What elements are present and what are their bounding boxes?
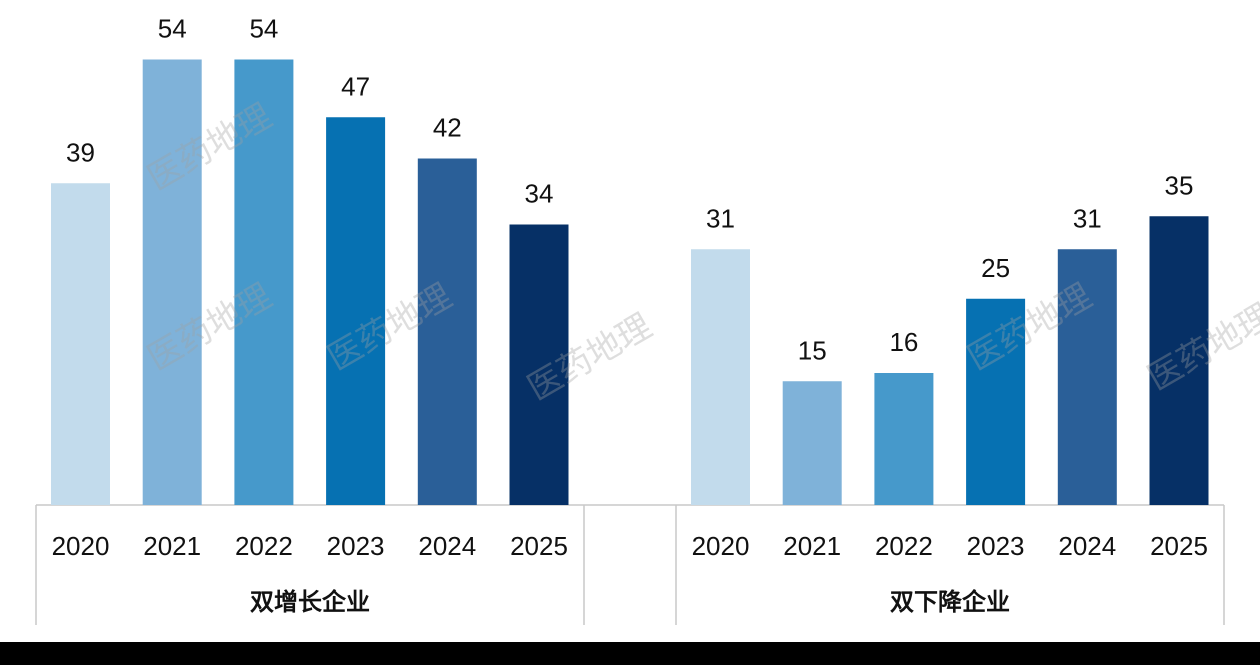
data-label-1-2025: 35 xyxy=(1165,170,1194,200)
data-label-0-2025: 34 xyxy=(525,179,554,209)
data-label-1-2024: 31 xyxy=(1073,203,1102,233)
data-label-0-2023: 47 xyxy=(341,71,370,101)
bar-1-2022 xyxy=(874,373,934,505)
bar-0-2020 xyxy=(51,183,110,505)
x-tick-label-1-2024: 2024 xyxy=(1058,531,1116,561)
data-label-0-2020: 39 xyxy=(66,137,95,167)
data-label-1-2020: 31 xyxy=(706,203,735,233)
bar-0-2024 xyxy=(417,158,477,505)
data-label-0-2022: 54 xyxy=(249,14,278,44)
x-tick-label-1-2022: 2022 xyxy=(875,531,933,561)
bar-0-2023 xyxy=(326,117,386,505)
x-tick-label-1-2021: 2021 xyxy=(783,531,841,561)
bar-0-2021 xyxy=(142,59,202,505)
x-tick-label-0-2023: 2023 xyxy=(327,531,385,561)
data-label-0-2024: 42 xyxy=(433,113,462,143)
x-tick-label-0-2025: 2025 xyxy=(510,531,568,561)
x-tick-label-1-2023: 2023 xyxy=(967,531,1025,561)
data-label-1-2022: 16 xyxy=(889,327,918,357)
x-tick-label-1-2020: 2020 xyxy=(692,531,750,561)
x-tick-label-0-2021: 2021 xyxy=(143,531,201,561)
bar-1-2025 xyxy=(1149,216,1209,505)
bar-0-2022 xyxy=(234,59,294,505)
group-label-1: 双下降企业 xyxy=(890,588,1010,616)
data-label-1-2021: 15 xyxy=(798,335,827,365)
data-label-0-2021: 54 xyxy=(158,14,187,44)
bar-1-2021 xyxy=(782,381,842,505)
bar-chart: 39 2020 54 2021 54 2022 47 2023 42 2024 34 2025 双增长企… xyxy=(35,14,1225,625)
chart-area: 39 2020 54 2021 54 2022 47 2023 42 2024 34 2025 双增长企… xyxy=(0,0,1260,642)
x-tick-label-0-2022: 2022 xyxy=(235,531,293,561)
x-tick-label-0-2024: 2024 xyxy=(418,531,476,561)
data-label-1-2023: 25 xyxy=(981,253,1010,283)
x-tick-label-0-2020: 2020 xyxy=(52,531,110,561)
bottom-band xyxy=(0,642,1260,665)
bar-1-2023 xyxy=(966,298,1026,505)
x-tick-label-1-2025: 2025 xyxy=(1150,531,1208,561)
bar-1-2020 xyxy=(691,249,750,505)
bar-1-2024 xyxy=(1057,249,1117,505)
bar-0-2025 xyxy=(509,224,569,505)
group-label-0: 双增长企业 xyxy=(250,588,370,616)
